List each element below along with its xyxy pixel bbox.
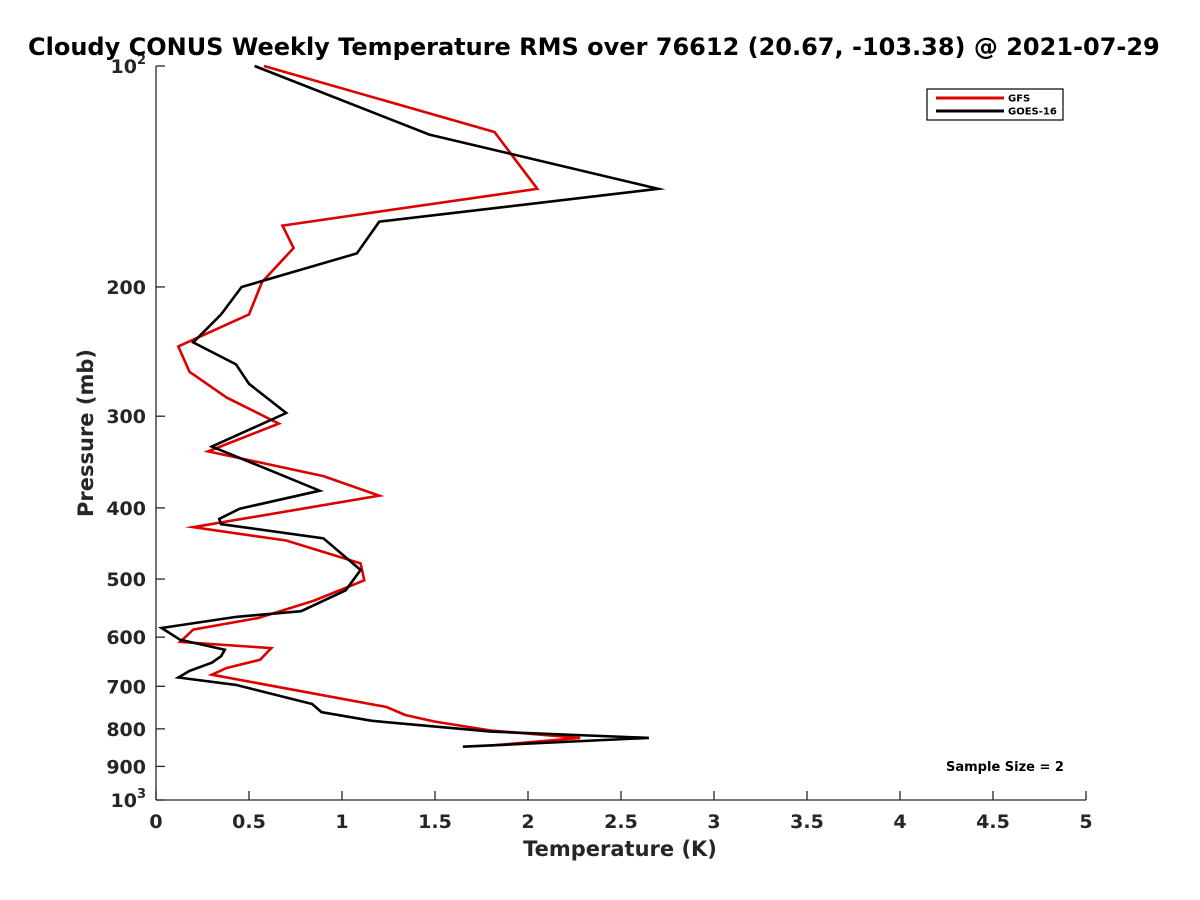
y-axis-label: Pressure (mb) bbox=[74, 349, 98, 517]
axes-layer: 0 0.5 1 1.5 2 2.5 3 3.5 4 4.5 5 102 200 300 400 500 600 7… bbox=[106, 53, 1092, 833]
x-tick-label: 0.5 bbox=[232, 811, 266, 833]
chart-title: Cloudy CONUS Weekly Temperature RMS over… bbox=[28, 33, 1160, 61]
y-tick-label: 400 bbox=[106, 498, 146, 520]
x-tick-label: 4.5 bbox=[976, 811, 1010, 833]
x-tick-label: 4 bbox=[893, 811, 906, 833]
x-tick-label: 2 bbox=[521, 811, 534, 833]
legend-label-goes16: GOES-16 bbox=[1008, 107, 1057, 118]
x-tick-label: 3 bbox=[707, 811, 720, 833]
y-tick-label: 700 bbox=[106, 676, 146, 698]
series-line-gfs bbox=[176, 64, 581, 747]
series-line-goes16 bbox=[157, 64, 666, 748]
sample-size-annotation: Sample Size = 2 bbox=[946, 760, 1064, 775]
legend: GFS GOES-16 bbox=[926, 88, 1064, 121]
y-tick-label: 102 bbox=[111, 53, 147, 78]
y-tick-label: 600 bbox=[106, 627, 146, 649]
x-tick-label: 1.5 bbox=[418, 811, 452, 833]
x-axis-label: Temperature (K) bbox=[523, 837, 717, 861]
x-tick-label: 0 bbox=[149, 811, 162, 833]
x-tick-label: 3.5 bbox=[790, 811, 824, 833]
x-tick-label: 5 bbox=[1079, 811, 1092, 833]
x-tick-label: 2.5 bbox=[604, 811, 638, 833]
y-tick-label: 900 bbox=[106, 756, 146, 778]
y-tick-label: 103 bbox=[111, 787, 147, 812]
y-tick-label: 300 bbox=[106, 406, 146, 428]
legend-label-gfs: GFS bbox=[1008, 94, 1030, 105]
x-tick-label: 1 bbox=[335, 811, 348, 833]
series-layer bbox=[157, 64, 666, 748]
legend-box bbox=[926, 88, 1064, 121]
y-tick-label: 200 bbox=[106, 277, 146, 299]
y-tick-label: 500 bbox=[106, 569, 146, 591]
y-tick-label: 800 bbox=[106, 719, 146, 741]
